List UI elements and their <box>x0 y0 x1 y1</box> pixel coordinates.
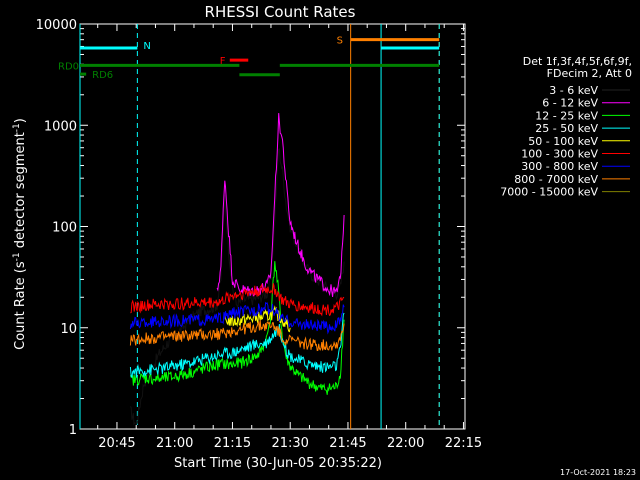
status-bar-label: RD0 <box>58 61 79 72</box>
legend-entry-label: 7000 - 15000 keV <box>500 186 598 199</box>
series-line <box>224 305 291 333</box>
footer-date: 17-Oct-2021 18:23 <box>560 468 636 477</box>
x-tick-label: 21:15 <box>214 436 251 451</box>
data-series <box>129 113 345 426</box>
legend: Det 1f,3f,4f,5f,6f,9f, FDecim 2, Att 0 <box>523 55 632 80</box>
y-label-part-3: ) <box>13 118 28 123</box>
x-axis-label: Start Time (30-Jun-05 20:35:22) <box>174 456 382 471</box>
x-tick-label: 21:30 <box>271 436 308 451</box>
legend-entry-label: 800 - 7000 keV <box>514 173 598 186</box>
legend-header-2: FDecim 2, Att 0 <box>547 67 632 80</box>
x-tick-label: 20:45 <box>98 436 135 451</box>
y-label-exp-2: -1 <box>12 123 22 132</box>
status-bar-label: S <box>337 36 343 47</box>
y-axis-label: Count Rate (s-1 detector segment-1) <box>12 118 28 350</box>
chart-title: RHESSI Count Rates <box>205 3 356 21</box>
legend-entry-label: 300 - 800 keV <box>521 160 598 173</box>
x-tick-label: 22:15 <box>445 436 482 451</box>
series-line <box>216 113 345 297</box>
y-tick-label: 10000 <box>36 18 77 33</box>
axes: 20:45 21:00 21:15 21:30 21:45 22:00 22:15 1 10 10… <box>36 18 483 451</box>
series-line <box>129 301 345 335</box>
legend-entry-label: 6 - 12 keV <box>542 97 598 110</box>
status-bar-label: F <box>220 56 226 67</box>
legend-entry-label: 50 - 100 keV <box>528 135 598 148</box>
series-line <box>129 261 345 395</box>
y-label-part-1: Count Rate (s <box>13 261 28 350</box>
status-bar-label: RD6 <box>92 70 113 81</box>
legend-entry-label: 100 - 300 keV <box>521 148 598 161</box>
x-tick-label: 22:00 <box>387 436 424 451</box>
series-line <box>130 283 345 317</box>
y-tick-label: 100 <box>52 221 77 236</box>
legend-entry-label: 3 - 6 keV <box>549 84 598 97</box>
y-tick-label: 1000 <box>44 119 77 134</box>
legend-header-1: Det 1f,3f,4f,5f,6f,9f, <box>523 55 632 68</box>
y-tick-label: 1 <box>69 423 77 438</box>
x-tick-label: 21:00 <box>156 436 193 451</box>
status-bars: N F S RD0 RD6 <box>58 36 440 81</box>
y-label-part-2: detector segment <box>13 132 28 252</box>
x-tick-label: 21:45 <box>329 436 366 451</box>
series-line <box>129 320 345 352</box>
legend-entry-label: 12 - 25 keV <box>535 109 598 122</box>
series-line <box>129 147 345 426</box>
legend-entry-label: 25 - 50 keV <box>535 122 598 135</box>
vertical-markers <box>79 24 440 429</box>
status-bar-label: N <box>143 41 150 52</box>
y-label-exp-1: -1 <box>12 252 22 261</box>
y-tick-label: 10 <box>60 322 77 337</box>
series-line <box>129 312 345 379</box>
